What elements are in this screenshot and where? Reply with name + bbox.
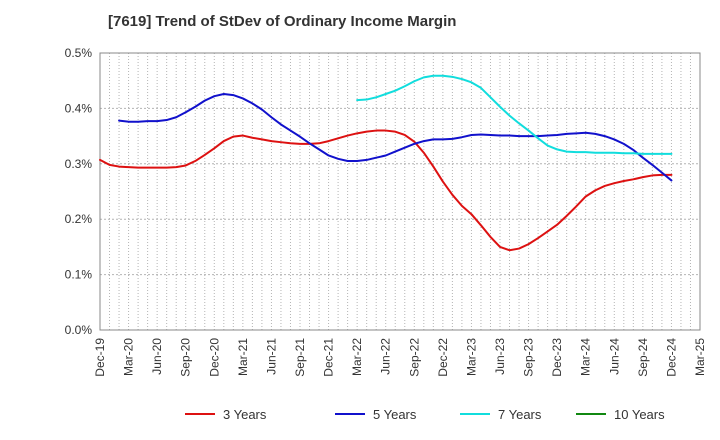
x-tick-label: Mar-24	[579, 338, 593, 376]
x-tick-label: Jun-22	[379, 338, 393, 375]
x-axis-tick-labels: Dec-19 Mar-20 Jun-20 Sep-20 Dec-20 Mar-21 Jun-…	[93, 338, 707, 377]
x-tick-label: Mar-23	[464, 338, 478, 376]
series-line-3-years	[99, 129, 673, 252]
x-tick-label: Mar-22	[350, 338, 364, 376]
x-tick-label: Mar-25	[693, 338, 707, 376]
x-tick-label: Jun-23	[493, 338, 507, 375]
x-tick-label: Sep-20	[179, 338, 193, 377]
x-tick-label: Jun-24	[607, 338, 621, 375]
series-lines	[99, 74, 673, 252]
legend-label-10-years: 10 Years	[614, 407, 665, 422]
series-line-5-years	[118, 93, 673, 182]
series-line-7-years	[356, 74, 673, 155]
x-tick-label: Sep-24	[636, 338, 650, 377]
x-tick-label: Dec-23	[550, 338, 564, 377]
x-tick-label: Jun-21	[264, 338, 278, 375]
y-tick-label: 0.2%	[65, 212, 93, 226]
grid-lines	[99, 52, 701, 331]
x-tick-label: Jun-20	[150, 338, 164, 375]
x-tick-label: Sep-22	[407, 338, 421, 377]
x-tick-label: Dec-20	[207, 338, 221, 377]
y-axis-tick-labels: 0.0% 0.1% 0.2% 0.3% 0.4% 0.5%	[65, 46, 93, 337]
legend: 3 Years 5 Years 7 Years 10 Years	[185, 407, 665, 422]
x-tick-label: Mar-21	[236, 338, 250, 376]
legend-label-3-years: 3 Years	[223, 407, 267, 422]
x-tick-label: Dec-19	[93, 338, 107, 377]
x-tick-label: Dec-24	[664, 338, 678, 377]
plot-area-frame	[99, 52, 701, 331]
y-tick-label: 0.4%	[65, 101, 93, 115]
chart-title: [7619] Trend of StDev of Ordinary Income…	[108, 13, 457, 30]
x-tick-label: Sep-23	[522, 338, 536, 377]
y-tick-label: 0.1%	[65, 268, 93, 282]
x-tick-label: Mar-20	[122, 338, 136, 376]
x-tick-label: Dec-21	[322, 338, 336, 377]
y-tick-label: 0.5%	[65, 46, 93, 60]
legend-label-7-years: 7 Years	[498, 407, 542, 422]
x-tick-label: Dec-22	[436, 338, 450, 377]
legend-label-5-years: 5 Years	[373, 407, 417, 422]
y-tick-label: 0.3%	[65, 157, 93, 171]
y-tick-label: 0.0%	[65, 323, 93, 337]
x-tick-label: Sep-21	[293, 338, 307, 377]
